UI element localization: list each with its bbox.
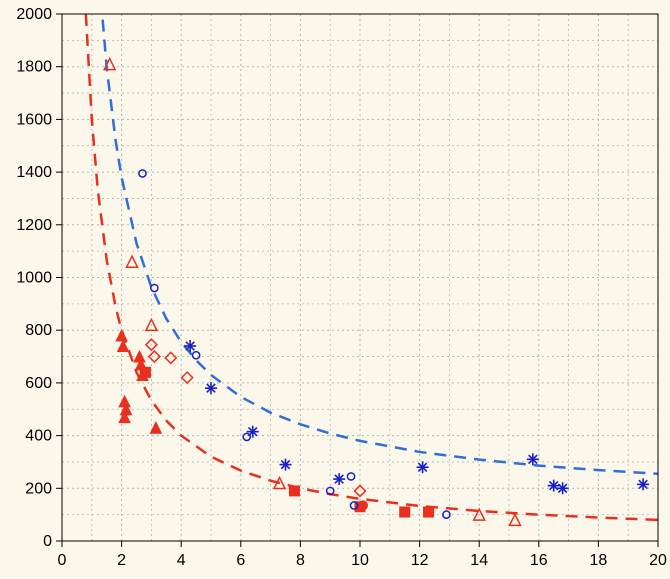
svg-text:1200: 1200 <box>16 217 52 234</box>
svg-text:14: 14 <box>470 552 488 569</box>
svg-text:0: 0 <box>58 552 67 569</box>
svg-text:18: 18 <box>590 552 608 569</box>
chart-svg: 0246810121416182002004006008001000120014… <box>0 0 670 579</box>
svg-text:400: 400 <box>25 428 52 445</box>
svg-text:4: 4 <box>177 552 186 569</box>
svg-text:600: 600 <box>25 375 52 392</box>
svg-text:16: 16 <box>530 552 548 569</box>
svg-text:8: 8 <box>296 552 305 569</box>
svg-text:6: 6 <box>236 552 245 569</box>
svg-text:1400: 1400 <box>16 164 52 181</box>
svg-text:1800: 1800 <box>16 59 52 76</box>
svg-text:1000: 1000 <box>16 270 52 287</box>
svg-text:0: 0 <box>43 533 52 550</box>
svg-text:20: 20 <box>649 552 667 569</box>
svg-text:2000: 2000 <box>16 6 52 23</box>
svg-text:10: 10 <box>351 552 369 569</box>
svg-text:12: 12 <box>411 552 429 569</box>
svg-text:1600: 1600 <box>16 111 52 128</box>
svg-text:800: 800 <box>25 322 52 339</box>
svg-text:2: 2 <box>117 552 126 569</box>
svg-text:200: 200 <box>25 480 52 497</box>
scatter-chart: 0246810121416182002004006008001000120014… <box>0 0 670 579</box>
